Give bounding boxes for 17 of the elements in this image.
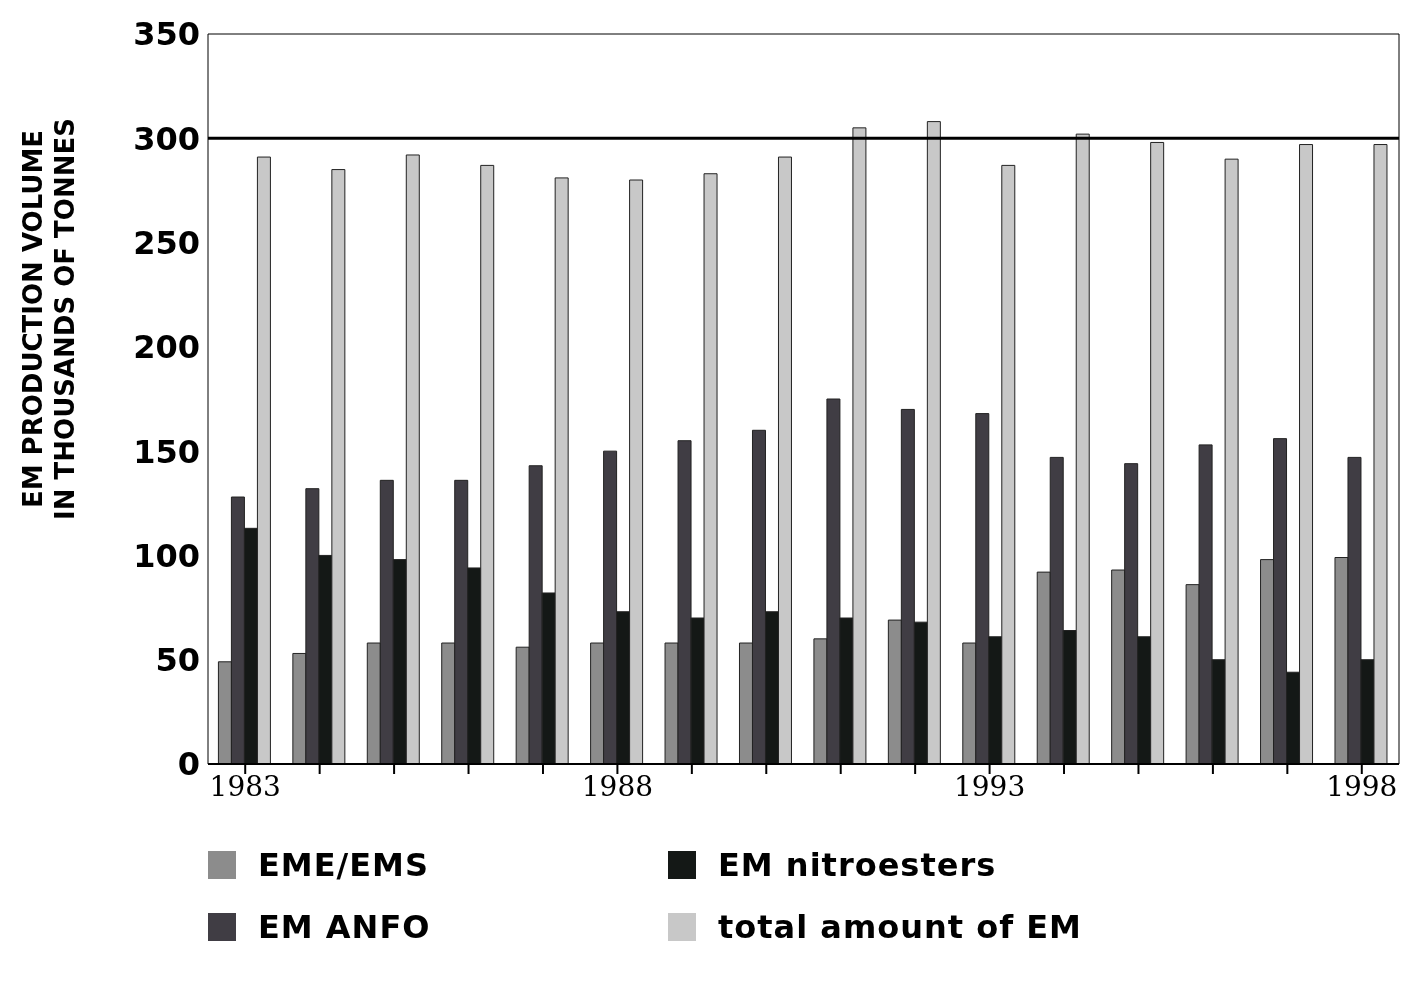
y-axis-title: EM PRODUCTION VOLUME IN THOUSANDS OF TONNES (18, 118, 80, 520)
y-tick-label: 150 (133, 432, 200, 471)
y-tick-label: 50 (155, 641, 200, 680)
y-tick-label: 0 (177, 745, 200, 784)
legend-label: EM ANFO (258, 908, 431, 946)
x-tick-label: 1983 (209, 769, 281, 803)
legend-label: EM nitroesters (718, 846, 997, 884)
x-tick-label: 1988 (581, 769, 654, 803)
legend-label: total amount of EM (718, 908, 1082, 946)
y-tick-label: 300 (133, 119, 200, 158)
x-tick-label: 1993 (953, 769, 1026, 803)
x-tick-label: 1998 (1326, 769, 1398, 803)
legend-label: EME/EMS (258, 846, 429, 884)
y-tick-label: 350 (133, 15, 200, 54)
y-tick-label: 200 (133, 328, 200, 367)
y-tick-label: 250 (133, 223, 200, 262)
y-tick-label: 100 (133, 536, 200, 575)
